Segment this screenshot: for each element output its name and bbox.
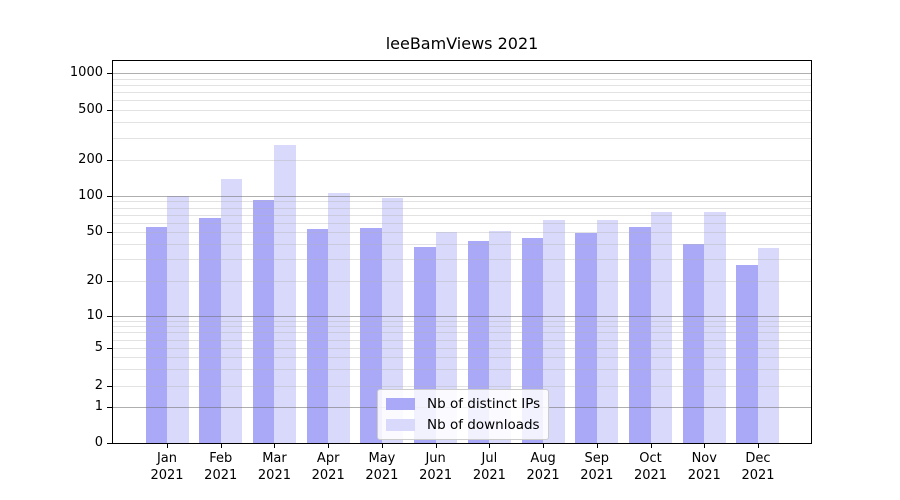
y-gridline-minor [113,100,811,102]
y-tick-mark [107,160,112,161]
x-tick-label: Apr 2021 [311,451,345,483]
y-tick-label: 0 [94,435,103,450]
bar-feb-downloads [220,178,243,443]
x-tick-mark [704,444,706,448]
legend-swatch-distinct-ips [386,398,415,410]
x-tick-mark [650,444,652,448]
x-tick-mark [489,444,491,448]
y-gridline-major [113,196,811,197]
x-tick-label: Dec 2021 [741,451,775,483]
x-tick-mark [435,444,437,448]
bar-apr-distinct-ips [306,228,329,443]
bar-mar-distinct-ips [252,200,275,443]
x-tick-mark [596,444,598,448]
bar-oct-downloads [650,212,673,443]
y-tick-mark [107,196,112,197]
bar-sep-downloads [596,220,619,443]
y-tick-label: 20 [86,273,103,288]
legend-swatch-downloads [386,419,415,431]
y-tick-mark [107,443,112,444]
x-tick-mark [328,444,330,448]
bar-nov-distinct-ips [682,243,705,443]
x-tick-label: Mar 2021 [257,451,291,483]
x-tick-label: May 2021 [365,451,399,483]
y-tick-label: 1 [94,399,103,414]
bar-may-downloads [381,198,404,443]
bar-dec-downloads [757,248,780,443]
bar-may-distinct-ips [360,228,382,443]
x-tick-label: Feb 2021 [204,451,238,483]
y-tick-label: 200 [78,152,103,167]
y-tick-label: 5 [94,340,103,355]
bar-feb-distinct-ips [199,218,221,443]
y-tick-label: 500 [78,102,103,117]
legend-item-downloads: Nb of downloads [386,417,540,433]
x-tick-mark [274,444,276,448]
y-tick-mark [107,232,112,233]
chart-title: leeBamViews 2021 [385,34,539,53]
x-tick-label: Jun 2021 [419,451,453,483]
y-tick-label: 100 [78,188,103,203]
y-gridline-minor [113,78,811,80]
plot-area [112,60,812,444]
x-tick-label: Aug 2021 [526,451,560,483]
bar-dec-distinct-ips [736,264,758,443]
y-tick-mark [107,348,112,349]
legend: Nb of distinct IPs Nb of downloads [377,389,550,440]
y-tick-mark [107,316,112,317]
x-tick-mark [757,444,759,448]
bar-nov-downloads [704,211,726,443]
x-tick-label: Jul 2021 [472,451,506,483]
legend-label-distinct-ips: Nb of distinct IPs [427,396,541,412]
y-tick-label: 50 [86,224,103,239]
bar-jan-distinct-ips [145,227,167,443]
y-gridline-major [113,73,811,74]
y-tick-mark [107,281,112,282]
bar-mar-downloads [274,144,296,443]
y-gridline-minor [113,84,811,86]
x-tick-mark [167,444,168,448]
x-tick-label: Oct 2021 [633,451,668,483]
legend-item-distinct-ips: Nb of distinct IPs [386,396,540,412]
x-tick-mark [381,444,383,448]
x-tick-mark [220,444,222,448]
legend-label-downloads: Nb of downloads [427,417,540,433]
x-tick-mark [543,444,545,448]
y-gridline-minor [113,110,811,111]
y-gridline-minor [113,201,811,203]
bar-aug-downloads [543,220,565,443]
bar-sep-distinct-ips [575,233,597,443]
y-gridline-minor [113,92,811,94]
x-tick-label: Sep 2021 [580,451,614,483]
x-tick-label: Jan 2021 [150,451,184,483]
y-tick-label: 1000 [69,65,103,80]
y-tick-mark [107,407,112,408]
bar-oct-distinct-ips [629,227,651,443]
y-tick-mark [107,110,112,111]
y-tick-label: 10 [86,308,103,323]
y-gridline-minor [113,137,811,139]
bar-jan-downloads [167,196,189,443]
y-gridline-minor [113,160,811,161]
bar-apr-downloads [328,192,350,443]
x-tick-label: Nov 2021 [687,451,721,483]
y-tick-mark [107,73,112,74]
y-gridline-minor [113,122,811,124]
y-tick-label: 2 [94,378,103,393]
y-tick-mark [107,386,112,387]
y-gridline-minor [113,207,811,209]
